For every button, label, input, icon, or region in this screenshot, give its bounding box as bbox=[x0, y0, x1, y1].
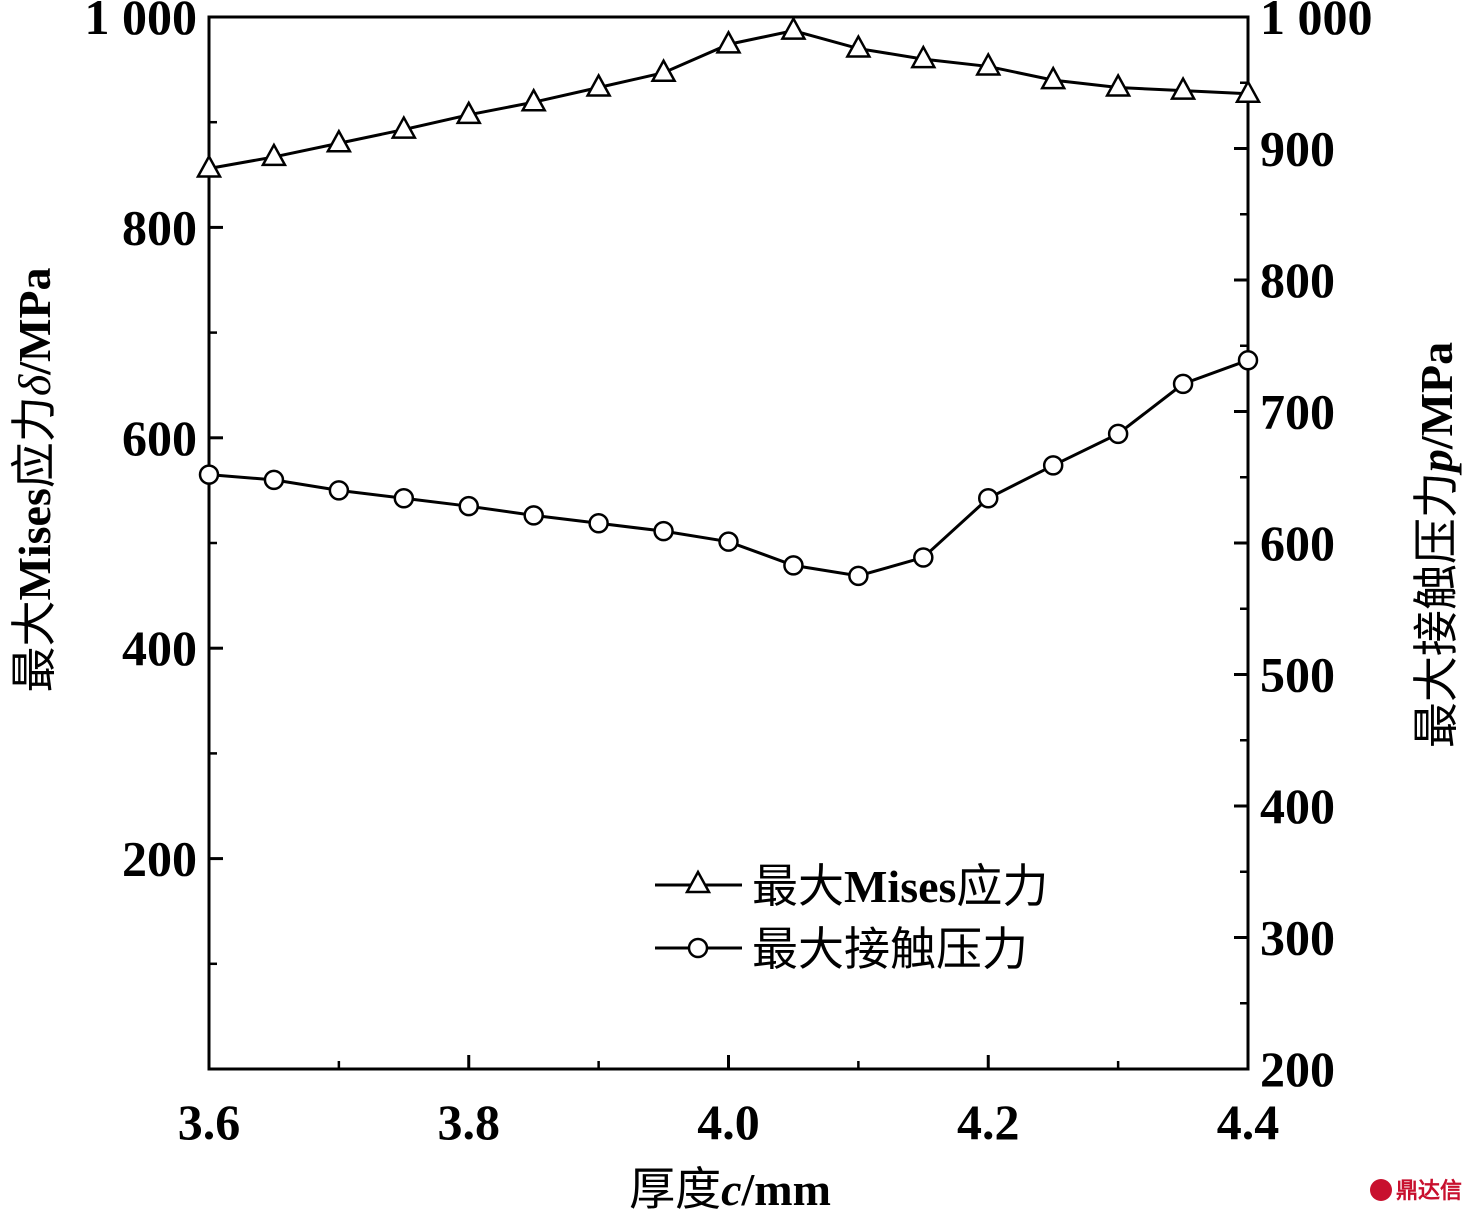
legend-triangle-marker bbox=[684, 869, 712, 894]
y-right-tick-label: 500 bbox=[1260, 647, 1335, 703]
contact-pressure-point bbox=[718, 531, 739, 552]
watermark-seal-icon bbox=[1370, 1179, 1392, 1201]
mises-stress-point bbox=[910, 44, 937, 69]
mises-stress-point bbox=[650, 58, 677, 83]
mises-stress-point bbox=[520, 87, 547, 112]
legend-label-mises: 最大Mises应力 bbox=[752, 861, 1048, 912]
x-tick-label: 4.2 bbox=[957, 1094, 1020, 1150]
y-right-tick-label: 800 bbox=[1260, 252, 1335, 308]
mises-stress-point bbox=[845, 33, 872, 58]
y-right-tick-label: 400 bbox=[1260, 778, 1335, 834]
y-right-tick-label: 700 bbox=[1260, 384, 1335, 440]
contact-pressure-point bbox=[1107, 423, 1129, 445]
y-right-tick-label: 300 bbox=[1260, 910, 1335, 966]
contact-pressure-point bbox=[978, 488, 999, 509]
contact-pressure-point bbox=[198, 464, 220, 485]
y-left-tick-label: 600 bbox=[122, 410, 197, 466]
mises-stress-point bbox=[1169, 76, 1197, 100]
x-tick-label: 4.4 bbox=[1217, 1094, 1280, 1150]
contact-pressure-point bbox=[653, 520, 674, 542]
legend-entry-contact: 最大接触压力 bbox=[655, 924, 1028, 975]
mises-stress-point bbox=[1234, 79, 1262, 104]
x-axis-ticks: 3.6 3.8 4.0 4.2 4.4 bbox=[178, 1055, 1280, 1150]
y-right-tick-label: 200 bbox=[1260, 1041, 1335, 1097]
contact-pressure-point bbox=[1237, 349, 1259, 371]
contact-pressure-point bbox=[523, 505, 544, 526]
contact-pressure-point bbox=[263, 469, 285, 491]
mises-stress-point bbox=[195, 153, 223, 178]
contact-pressure-point bbox=[393, 488, 415, 509]
contact-pressure-point bbox=[328, 480, 350, 501]
left-y-axis-ticks: 200 400 600 800 1 000 bbox=[85, 0, 223, 966]
watermark-text: 鼎达信 bbox=[1396, 1178, 1462, 1204]
legend-entry-mises: 最大Mises应力 bbox=[655, 861, 1048, 912]
mises-stress-point bbox=[1105, 72, 1132, 97]
legend: 最大Mises应力 最大接触压力 bbox=[655, 861, 1048, 975]
mises-stress-point bbox=[390, 114, 417, 139]
x-axis-title: 厚度c/mm bbox=[629, 1164, 831, 1211]
contact-pressure-point bbox=[588, 513, 609, 534]
contact-pressure-point bbox=[848, 565, 869, 587]
contact-pressure-point bbox=[1172, 373, 1194, 395]
y-left-tick-label: 200 bbox=[122, 831, 197, 887]
mises-stress-point bbox=[325, 128, 352, 153]
y-right-tick-label: 600 bbox=[1260, 515, 1335, 571]
y-left-tick-label: 1 000 bbox=[85, 0, 198, 45]
right-y-axis-ticks: 200 300 400 500 600 700 800 900 1 000 bbox=[1234, 0, 1373, 1097]
watermark-logo: 鼎达信 bbox=[1370, 1178, 1462, 1204]
legend-circle-marker bbox=[687, 937, 709, 959]
x-tick-label: 4.0 bbox=[697, 1094, 760, 1150]
x-tick-label: 3.8 bbox=[438, 1094, 501, 1150]
mises-stress-point bbox=[1040, 65, 1067, 90]
mises-stress-point bbox=[780, 16, 807, 40]
mises-stress-point bbox=[715, 29, 742, 54]
right-y-axis-title: 最大接触压力p/MPa bbox=[1411, 342, 1462, 748]
mises-stress-point bbox=[260, 142, 288, 167]
contact-pressure-point bbox=[783, 555, 804, 576]
mises-stress-point bbox=[585, 72, 612, 97]
mises-stress-point bbox=[455, 100, 482, 125]
x-tick-label: 3.6 bbox=[178, 1094, 241, 1150]
series-layer bbox=[195, 16, 1262, 587]
left-y-axis-title: 最大Mises应力δ/MPa bbox=[9, 267, 60, 692]
contact-pressure-point bbox=[913, 547, 934, 568]
mises-stress-point bbox=[975, 51, 1002, 76]
legend-label-contact: 最大接触压力 bbox=[752, 924, 1028, 975]
y-right-tick-label: 900 bbox=[1260, 121, 1335, 177]
y-right-tick-label: 1 000 bbox=[1260, 0, 1373, 45]
y-left-tick-label: 800 bbox=[122, 199, 197, 255]
contact-pressure-point bbox=[458, 495, 479, 517]
contact-pressure-point bbox=[1042, 455, 1064, 476]
y-left-tick-label: 400 bbox=[122, 620, 197, 676]
